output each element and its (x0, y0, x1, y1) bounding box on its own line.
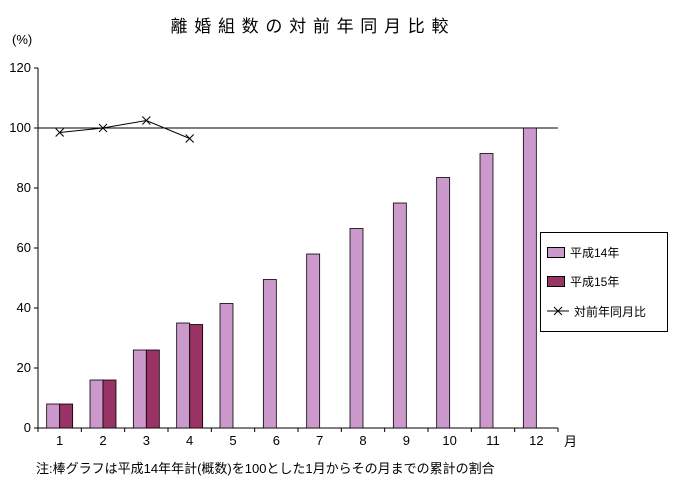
legend-swatch-h14 (547, 247, 565, 259)
legend-label-yoy: 対前年同月比 (574, 304, 647, 319)
y-tick-label: 100 (9, 120, 31, 135)
legend-item-yoy: 対前年同月比 (541, 303, 667, 320)
x-tick-label: 8 (359, 433, 366, 448)
bar-series1-month-4 (176, 322, 191, 429)
y-tick-label: 40 (17, 300, 31, 315)
legend-item-heisei14: 平成14年 (541, 244, 667, 261)
x-marker (185, 134, 195, 143)
bar-series1-month-5 (219, 303, 234, 429)
x-tick-label: 1 (56, 433, 63, 448)
x-tick-label: 12 (529, 433, 543, 448)
bar-series1-month-2 (89, 379, 104, 429)
legend-item-heisei15: 平成15年 (541, 273, 667, 290)
x-tick-label: 11 (486, 433, 500, 448)
bar-series1-month-10 (436, 177, 451, 429)
line-marker-swatch (547, 306, 569, 316)
legend-label-h14: 平成14年 (570, 246, 620, 261)
bar-series2-month-2 (102, 379, 117, 429)
bar-series1-month-3 (132, 349, 147, 429)
y-tick-label: 80 (17, 180, 31, 195)
bar-series2-month-3 (145, 349, 160, 429)
bar-series2-month-4 (189, 324, 204, 429)
bar-series2-month-1 (59, 403, 74, 429)
x-tick-label: 6 (273, 433, 280, 448)
x-tick-label: 10 (442, 433, 456, 448)
y-tick-label: 120 (9, 60, 31, 75)
legend-label-h15: 平成15年 (570, 275, 620, 290)
bar-series1-month-11 (479, 153, 494, 429)
y-tick-label: 60 (17, 240, 31, 255)
x-tick-label: 9 (403, 433, 410, 448)
legend-swatch-h15 (547, 276, 565, 288)
x-marker (141, 116, 151, 125)
bar-series1-month-6 (262, 279, 277, 429)
y-axis-unit-label: (%) (12, 32, 33, 47)
footnote: 注:棒グラフは平成14年年計(概数)を100とした1月からその月までの累計の割合 (36, 461, 495, 476)
bar-series1-month-9 (392, 202, 407, 429)
y-tick-label: 20 (17, 360, 31, 375)
x-tick-label: 2 (99, 433, 106, 448)
bar-series1-month-7 (306, 253, 321, 429)
x-marker (98, 123, 108, 133)
x-tick-label: 5 (229, 433, 236, 448)
x-tick-label: 7 (316, 433, 323, 448)
chart-title: 離 婚 組 数 の 対 前 年 同 月 比 較 (170, 17, 450, 36)
x-marker (55, 128, 65, 137)
yoy-ratio-line (59, 119, 190, 139)
x-tick-label: 3 (143, 433, 150, 448)
x-axis-label: 月 (564, 434, 578, 449)
y-tick-label: 0 (24, 420, 31, 435)
legend: 平成14年 平成15年 対前年同月比 (540, 232, 668, 332)
bar-series1-month-12 (522, 127, 537, 429)
x-tick-label: 4 (186, 433, 193, 448)
bar-series1-month-1 (46, 403, 61, 429)
bar-series1-month-8 (349, 228, 364, 429)
